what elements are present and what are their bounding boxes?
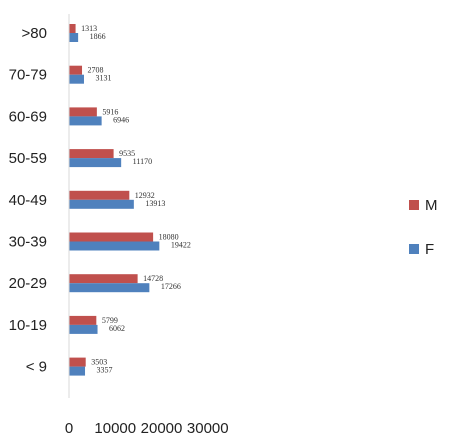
bar-f-60-69 (69, 116, 102, 126)
x-tick-label-20000: 20000 (141, 420, 183, 437)
data-label-f-40-49: 13913 (145, 199, 165, 208)
bar-f-50-59 (69, 158, 122, 168)
data-label-f-9: 3357 (97, 366, 113, 375)
bars (69, 24, 160, 376)
data-label-m-50-59: 9535 (119, 149, 135, 158)
bar-f-20-29 (69, 283, 150, 293)
data-label-m-9: 3503 (91, 358, 107, 367)
category-labels: >80 70-79 60-69 50-59 40-49 30-39 20-29 10-19 < … (9, 25, 47, 376)
bar-f-70-79 (69, 74, 84, 84)
bar-m-30-39 (69, 232, 154, 242)
legend-swatch-f (409, 244, 419, 254)
data-label-f-20-29: 17266 (161, 282, 181, 291)
data-label-f-60-69: 6946 (113, 115, 129, 124)
category-label-30-39: 30-39 (9, 234, 47, 251)
data-label-m-80: 1313 (81, 24, 97, 33)
legend-swatch-m (409, 200, 419, 210)
data-label-f-10-19: 6062 (109, 324, 125, 333)
bar-f-40-49 (69, 199, 134, 209)
bar-f-10-19 (69, 324, 98, 334)
bar-m-20-29 (69, 274, 138, 284)
legend-label-f: F (425, 241, 434, 258)
category-label-40-49: 40-49 (9, 192, 47, 209)
category-label-60-69: 60-69 (9, 108, 47, 125)
x-tick-label-10000: 10000 (94, 420, 136, 437)
data-label-m-10-19: 5799 (102, 316, 118, 325)
data-label-m-40-49: 12932 (135, 191, 155, 200)
bar-m-40-49 (69, 190, 130, 200)
data-label-f-80: 1866 (90, 32, 106, 41)
category-label-9: < 9 (26, 359, 47, 376)
bar-m-70-79 (69, 65, 83, 75)
data-label-f-70-79: 3131 (95, 74, 111, 83)
data-label-f-30-39: 19422 (171, 241, 191, 250)
category-label-10-19: 10-19 (9, 317, 47, 334)
bar-m-10-19 (69, 315, 97, 325)
legend: MF (409, 197, 438, 258)
bar-f-30-39 (69, 241, 160, 251)
data-label-m-70-79: 2708 (88, 66, 104, 75)
bar-m-9 (69, 357, 86, 367)
bar-m-50-59 (69, 149, 114, 159)
category-label-80: >80 (22, 25, 47, 42)
legend-label-m: M (425, 197, 438, 214)
bar-m-60-69 (69, 107, 97, 117)
x-tick-label-0: 0 (65, 420, 73, 437)
x-tick-label-30000: 30000 (187, 420, 229, 437)
data-label-m-60-69: 5916 (102, 107, 118, 116)
bar-f-80 (69, 33, 79, 42)
category-label-70-79: 70-79 (9, 67, 47, 84)
category-label-50-59: 50-59 (9, 150, 47, 167)
tick-labels: 0 10000 20000 30000 (65, 420, 229, 437)
data-label-m-20-29: 14728 (143, 274, 163, 283)
data-label-f-50-59: 11170 (133, 157, 152, 166)
data-label-m-30-39: 18080 (159, 233, 179, 242)
category-label-20-29: 20-29 (9, 275, 47, 292)
bar-m-80 (69, 24, 76, 33)
bar-f-9 (69, 366, 86, 376)
